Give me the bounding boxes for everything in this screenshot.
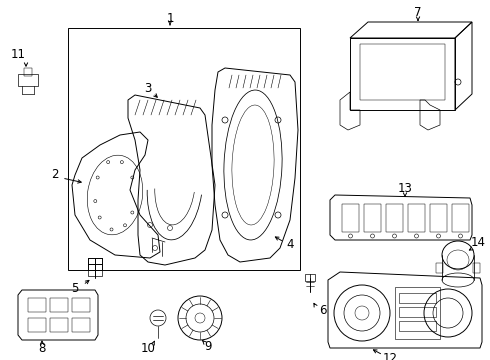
Bar	[436, 263, 443, 273]
Bar	[399, 293, 436, 303]
Bar	[430, 204, 447, 232]
Bar	[68, 28, 300, 270]
Text: 8: 8	[38, 342, 46, 355]
Text: 14: 14	[470, 235, 486, 248]
Bar	[342, 204, 359, 232]
Text: 3: 3	[145, 81, 152, 94]
Bar	[360, 44, 445, 100]
Bar	[305, 274, 315, 281]
Text: 2: 2	[51, 168, 59, 181]
Bar	[399, 307, 436, 317]
Bar	[24, 68, 32, 76]
Text: 7: 7	[414, 5, 422, 18]
Bar	[399, 321, 436, 331]
Text: 9: 9	[204, 341, 212, 354]
Text: 13: 13	[397, 181, 413, 194]
Bar	[364, 204, 381, 232]
Bar	[350, 38, 455, 110]
Text: 12: 12	[383, 351, 397, 360]
Text: 4: 4	[286, 238, 294, 252]
Text: 6: 6	[319, 303, 327, 316]
Bar	[72, 318, 90, 332]
Text: 10: 10	[141, 342, 155, 355]
Bar	[28, 298, 46, 312]
Bar	[395, 287, 440, 339]
Text: 5: 5	[72, 282, 79, 294]
Bar	[386, 204, 403, 232]
Bar	[18, 74, 38, 86]
Text: 1: 1	[166, 12, 174, 24]
Text: 11: 11	[10, 49, 25, 62]
Bar	[50, 298, 68, 312]
Bar	[452, 204, 469, 232]
Bar	[88, 270, 102, 276]
Bar	[473, 263, 480, 273]
Bar	[408, 204, 425, 232]
Bar	[72, 298, 90, 312]
Bar	[50, 318, 68, 332]
Bar	[28, 318, 46, 332]
